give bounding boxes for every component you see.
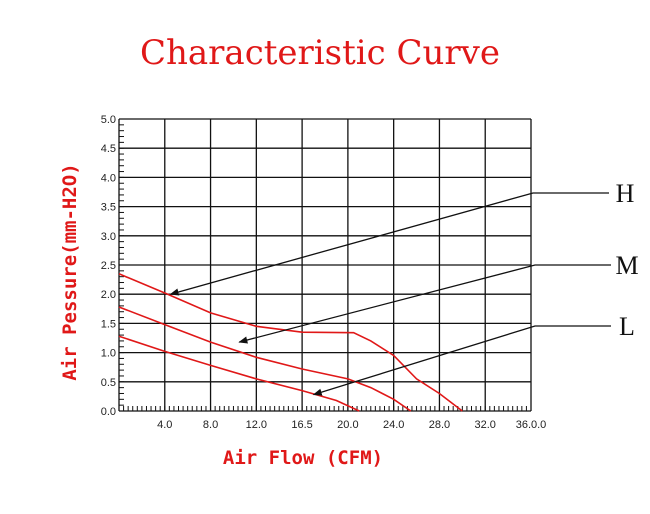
y-tick-label: 4.5: [101, 143, 116, 155]
x-tick-label: 36.0.0: [516, 419, 547, 431]
x-tick-label: 24.0: [383, 419, 404, 431]
x-tick-label: 8.0: [203, 419, 218, 431]
leader-line-l: [312, 325, 611, 396]
y-tick-label: 0.0: [101, 406, 116, 418]
series-leaders: H M L: [169, 179, 639, 396]
chart-title: Characteristic Curve: [140, 33, 500, 73]
x-tick-label: 28.0: [429, 419, 450, 431]
series-curves: [118, 273, 463, 412]
tick-labels: 4.0 8.0 12.0 16.5 20.0 24.0 28.0 32.0 36.0.0 0.0 0…: [101, 114, 547, 431]
y-tick-label: 1.0: [101, 348, 116, 360]
y-tick-label: 3.0: [101, 231, 116, 243]
y-tick-label: 1.5: [101, 318, 116, 330]
x-tick-label: 4.0: [157, 419, 172, 431]
y-tick-label: 2.0: [101, 289, 116, 301]
y-tick-label: 4.0: [101, 172, 116, 184]
x-tick-label: 12.0: [246, 419, 267, 431]
x-tick-label: 20.0: [337, 419, 358, 431]
series-line-h: [118, 273, 463, 412]
plot-grid: [118, 118, 532, 412]
leader-line-h: [169, 192, 609, 296]
y-axis-label: Air Pessure(mm-H2O): [59, 163, 81, 380]
y-tick-label: 0.5: [101, 377, 116, 389]
series-label-h: H: [616, 179, 635, 208]
x-tick-label: 32.0: [475, 419, 496, 431]
series-label-l: L: [619, 312, 635, 341]
x-axis-label: Air Flow (CFM): [223, 447, 383, 469]
series-line-l: [118, 335, 360, 412]
y-tick-label: 3.5: [101, 202, 116, 214]
leader-line-m: [238, 264, 611, 344]
series-line-m: [118, 306, 412, 412]
y-tick-label: 2.5: [101, 260, 116, 272]
series-label-m: M: [615, 251, 638, 280]
x-tick-label: 16.5: [291, 419, 312, 431]
y-tick-label: 5.0: [101, 114, 116, 126]
